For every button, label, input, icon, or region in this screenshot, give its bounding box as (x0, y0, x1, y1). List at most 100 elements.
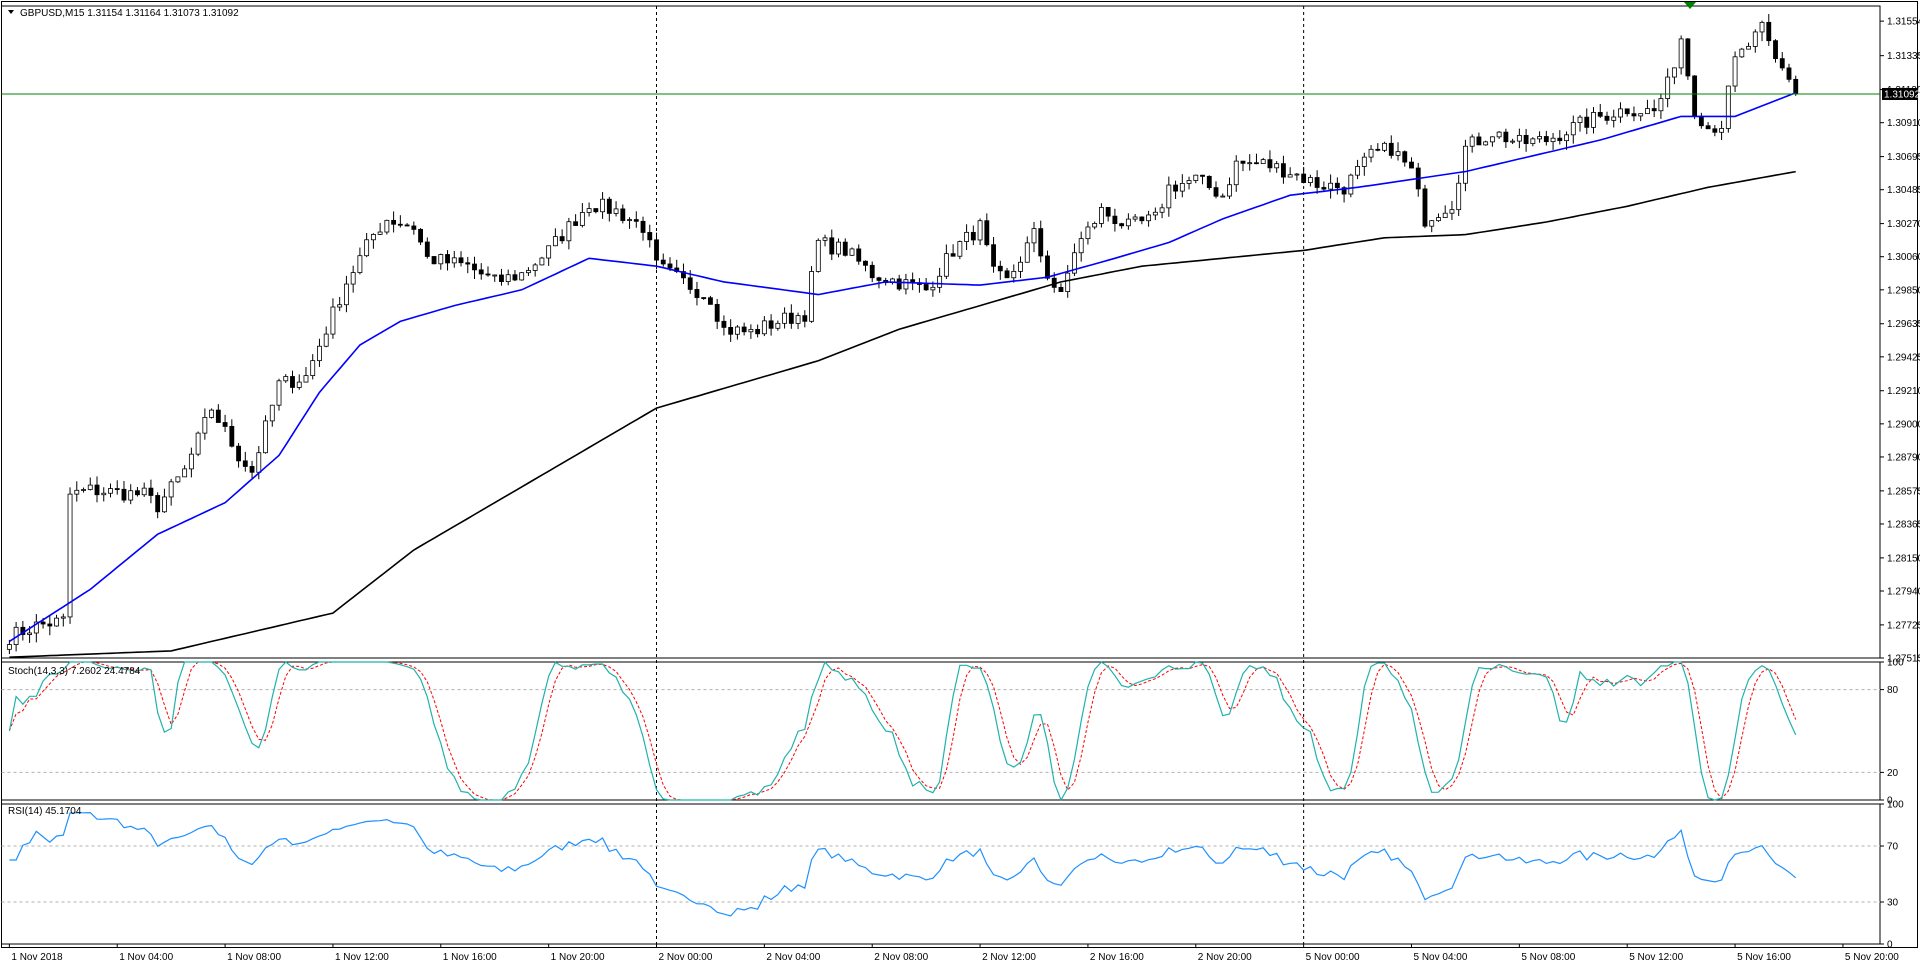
candle (1092, 221, 1098, 230)
candle (1361, 152, 1367, 176)
candle (950, 244, 956, 257)
candle (647, 224, 653, 248)
candle (937, 267, 943, 293)
candle (1186, 176, 1192, 190)
price-tick-label: 1.28575 (1887, 486, 1920, 497)
candle (377, 222, 383, 235)
moving-average-line (8, 91, 1796, 643)
time-tick-label: 5 Nov 08:00 (1521, 952, 1575, 963)
candle (1098, 203, 1104, 228)
candle (1645, 99, 1650, 115)
candle (1294, 172, 1300, 181)
candle (384, 219, 390, 235)
candle (802, 310, 808, 328)
candle (229, 419, 235, 448)
indicator-tick-label: 20 (1887, 768, 1899, 779)
candle (370, 233, 376, 249)
current-price-label: 1.31092 (1884, 89, 1920, 100)
candle (1523, 128, 1529, 152)
candle (728, 319, 734, 342)
candle (209, 408, 215, 419)
candle (1072, 243, 1077, 277)
candle (654, 232, 659, 270)
candle (997, 260, 1003, 280)
candle (391, 211, 397, 233)
candle (714, 298, 720, 330)
candle (1227, 177, 1232, 199)
candle (1388, 135, 1394, 159)
candle (559, 229, 565, 244)
chart-panes (1, 1, 1918, 948)
candle (1348, 173, 1354, 198)
candle (748, 324, 754, 339)
candle (1274, 161, 1280, 173)
candle (1119, 222, 1125, 229)
candle (660, 253, 666, 267)
candle (741, 322, 747, 336)
candle (546, 245, 552, 266)
candle (249, 460, 255, 480)
candle (1489, 136, 1495, 147)
candle (276, 378, 282, 411)
time-tick-label: 1 Nov 16:00 (443, 952, 497, 963)
candle (701, 297, 707, 300)
candle (283, 374, 289, 383)
time-tick-label: 5 Nov 04:00 (1414, 952, 1468, 963)
candle (1105, 206, 1111, 222)
time-tick-label: 2 Nov 16:00 (1090, 952, 1144, 963)
candle (923, 277, 929, 291)
candle (478, 263, 484, 280)
price-tick-label: 1.28365 (1887, 519, 1920, 530)
candle (451, 250, 457, 268)
candle (977, 218, 983, 246)
candle (1442, 205, 1448, 219)
candle (60, 613, 66, 627)
collapse-triangle-icon[interactable] (8, 10, 14, 14)
candle (47, 614, 53, 636)
price-tick-label: 1.27515 (1887, 654, 1920, 665)
candle (1112, 208, 1118, 232)
candle (1321, 181, 1327, 191)
stoch-main-line (8, 660, 1797, 802)
candle (1510, 138, 1516, 145)
candle (1395, 142, 1401, 161)
price-tick-label: 1.31335 (1887, 51, 1920, 62)
candle (849, 247, 855, 256)
candle (1355, 159, 1360, 180)
current-price-box (1882, 87, 1918, 100)
candle (1031, 221, 1037, 253)
candle (1240, 160, 1246, 172)
candle (788, 304, 794, 329)
time-tick-label: 1 Nov 08:00 (227, 952, 281, 963)
candle (1570, 115, 1576, 144)
candle (1220, 193, 1226, 198)
candle (863, 260, 868, 272)
candle (1483, 140, 1489, 146)
indicator-lines (1, 91, 1880, 917)
candle (263, 415, 268, 454)
candle (734, 325, 740, 340)
candle (1038, 220, 1044, 263)
candle (573, 214, 579, 226)
candle (445, 250, 450, 271)
candle (1705, 122, 1711, 130)
candle (472, 256, 477, 279)
candle (337, 296, 343, 312)
candle (1773, 39, 1778, 63)
candle (1604, 111, 1610, 125)
candle (296, 374, 302, 390)
candle (627, 217, 632, 229)
candle (1624, 108, 1630, 117)
candle (681, 263, 686, 285)
candle (1045, 250, 1050, 281)
candle (1139, 216, 1145, 225)
time-tick-label: 1 Nov 2018 (11, 952, 63, 963)
candle (1173, 180, 1178, 199)
candle (418, 228, 423, 246)
candle (1618, 102, 1623, 123)
candle (141, 482, 147, 497)
time-tick-label: 5 Nov 12:00 (1629, 952, 1683, 963)
candle (188, 447, 194, 478)
time-tick-label: 5 Nov 16:00 (1737, 952, 1791, 963)
